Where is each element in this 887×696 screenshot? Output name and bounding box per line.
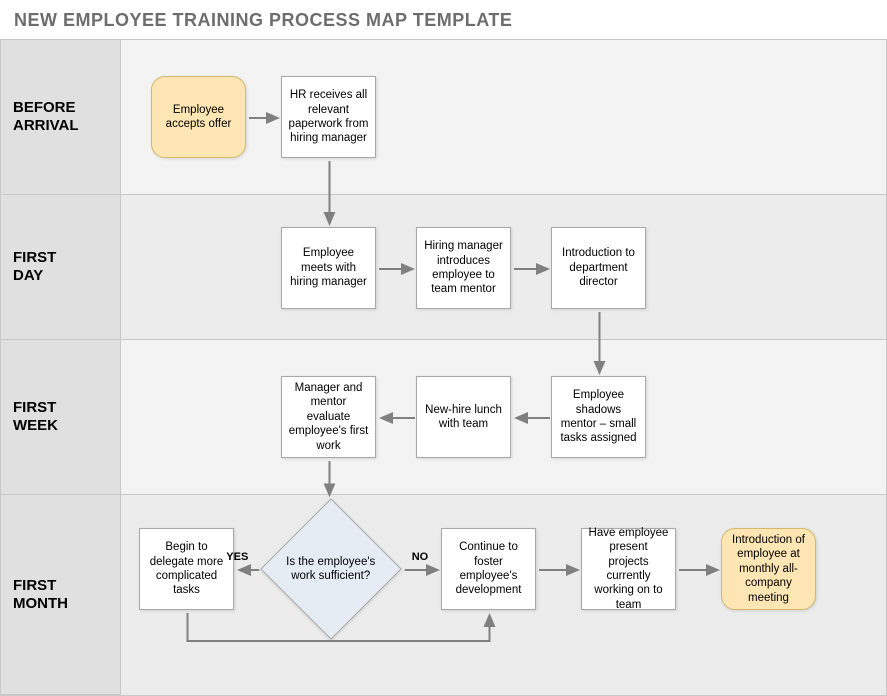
node-n12: Introduction of employee at monthly all-…	[721, 528, 816, 610]
node-n4: Hiring manager introduces employee to te…	[416, 227, 511, 309]
node-text: Is the employee's work sufficient?	[282, 555, 380, 584]
node-d1: Is the employee's work sufficient?	[260, 498, 401, 639]
node-n5: Introduction to department director	[551, 227, 646, 309]
node-n7: New-hire lunch with team	[416, 376, 511, 458]
node-n6: Employee shadows mentor – small tasks as…	[551, 376, 646, 458]
connector-label-yes: YES	[226, 551, 248, 563]
swimlane-grid: BEFORE ARRIVAL Employee accepts offer HR r…	[0, 39, 887, 696]
connector-label-no: NO	[412, 551, 429, 563]
node-n9: Begin to delegate more complicated tasks	[139, 528, 234, 610]
row-label-before-arrival: BEFORE ARRIVAL	[1, 40, 121, 195]
node-n3: Employee meets with hiring manager	[281, 227, 376, 309]
node-n2: HR receives all relevant paperwork from …	[281, 76, 376, 158]
swimlane-first-day: Employee meets with hiring manager Hiring…	[121, 195, 886, 340]
swimlane-first-month: Is the employee's work sufficient? Begin …	[121, 495, 886, 695]
node-n8: Manager and mentor evaluate employee's f…	[281, 376, 376, 458]
swimlane-before-arrival: Employee accepts offer HR receives all re…	[121, 40, 886, 195]
row-label-first-month: FIRST MONTH	[1, 495, 121, 695]
node-n11: Have employee present projects currently…	[581, 528, 676, 610]
process-map-container: NEW EMPLOYEE TRAINING PROCESS MAP TEMPLA…	[0, 0, 887, 696]
row-label-first-week: FIRST WEEK	[1, 340, 121, 495]
swimlane-first-week: Employee shadows mentor – small tasks as…	[121, 340, 886, 495]
row-label-first-day: FIRST DAY	[1, 195, 121, 340]
page-title: NEW EMPLOYEE TRAINING PROCESS MAP TEMPLA…	[0, 0, 887, 39]
node-n1: Employee accepts offer	[151, 76, 246, 158]
node-n10: Continue to foster employee's developmen…	[441, 528, 536, 610]
